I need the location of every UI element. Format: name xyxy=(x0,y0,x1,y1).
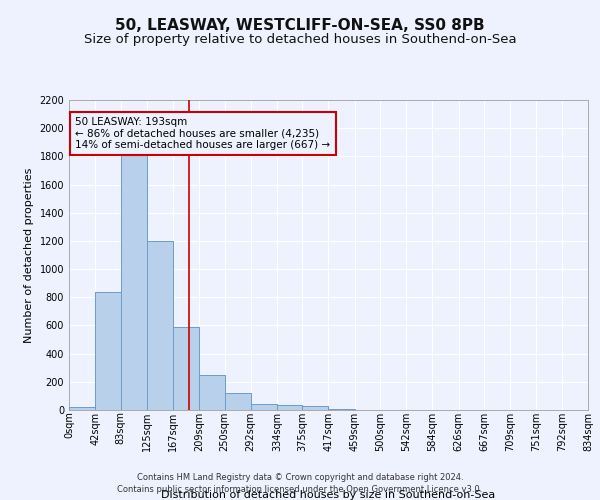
Text: 50 LEASWAY: 193sqm
← 86% of detached houses are smaller (4,235)
14% of semi-deta: 50 LEASWAY: 193sqm ← 86% of detached hou… xyxy=(75,117,331,150)
Bar xyxy=(121,150,147,410)
Bar xyxy=(147,241,173,410)
Text: Contains HM Land Registry data © Crown copyright and database right 2024.
Contai: Contains HM Land Registry data © Crown c… xyxy=(118,472,482,494)
Bar xyxy=(329,408,355,410)
Bar xyxy=(277,405,302,410)
Bar xyxy=(302,406,329,410)
Bar xyxy=(251,404,277,410)
Bar xyxy=(329,408,355,410)
Bar xyxy=(224,393,251,410)
Bar xyxy=(69,407,95,410)
Bar xyxy=(173,327,199,410)
Bar xyxy=(69,407,95,410)
Bar xyxy=(224,393,251,410)
Y-axis label: Number of detached properties: Number of detached properties xyxy=(24,168,34,342)
Bar xyxy=(121,150,147,410)
Bar xyxy=(302,406,329,410)
Text: 50, LEASWAY, WESTCLIFF-ON-SEA, SS0 8PB: 50, LEASWAY, WESTCLIFF-ON-SEA, SS0 8PB xyxy=(115,18,485,32)
Bar xyxy=(199,375,224,410)
X-axis label: Distribution of detached houses by size in Southend-on-Sea: Distribution of detached houses by size … xyxy=(161,490,496,500)
Bar xyxy=(199,375,224,410)
Bar xyxy=(95,292,121,410)
Bar xyxy=(251,404,277,410)
Text: Size of property relative to detached houses in Southend-on-Sea: Size of property relative to detached ho… xyxy=(83,32,517,46)
Bar xyxy=(95,292,121,410)
Bar xyxy=(147,241,173,410)
Bar xyxy=(277,405,302,410)
Bar xyxy=(173,327,199,410)
